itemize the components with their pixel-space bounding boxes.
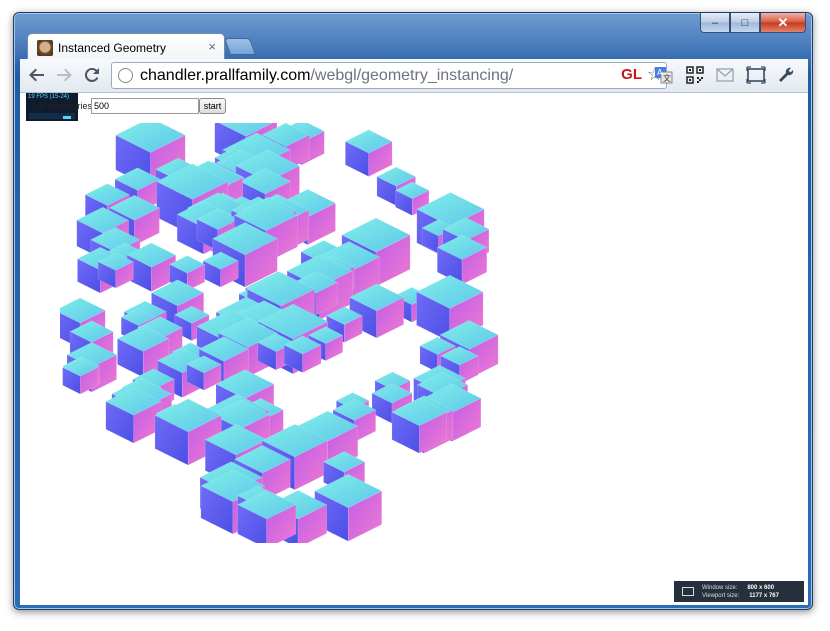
cube-instance — [344, 129, 393, 177]
cube-instance — [348, 283, 405, 339]
globe-icon — [118, 68, 133, 83]
forward-arrow-icon[interactable] — [53, 64, 75, 86]
back-arrow-icon[interactable] — [26, 64, 48, 86]
instanced-cubes — [60, 123, 499, 543]
cube-instance — [62, 358, 99, 395]
url-text[interactable]: chandler.prallfamily.com/webgl/geometry_… — [140, 66, 514, 84]
reload-icon[interactable] — [81, 64, 103, 86]
geometries-label: # geometries: — [40, 101, 95, 111]
monitor-icon — [682, 587, 694, 596]
window-size-label: Window size: — [702, 584, 738, 591]
minimize-button[interactable]: – — [700, 13, 730, 33]
caption-buttons: – □ ✕ — [700, 13, 806, 33]
favicon-icon — [37, 39, 53, 56]
maximize-button[interactable]: □ — [730, 13, 760, 33]
tab-instanced-geometry[interactable]: Instanced Geometry × — [27, 33, 225, 61]
toolbar: chandler.prallfamily.com/webgl/geometry_… — [20, 59, 808, 93]
window-resizer-icon[interactable] — [745, 64, 767, 86]
fps-text: 19 FPS (15-24) — [28, 94, 70, 100]
svg-text:文: 文 — [663, 73, 671, 83]
window-size-value: 800 x 600 — [747, 584, 775, 591]
cube-instance — [237, 489, 297, 543]
mail-icon[interactable] — [714, 64, 736, 86]
page-viewport: 19 FPS (15-24) # geometries: start Windo… — [20, 93, 808, 605]
cube-instance — [391, 398, 448, 454]
qr-code-icon[interactable] — [684, 64, 706, 86]
address-bar[interactable]: chandler.prallfamily.com/webgl/geometry_… — [111, 62, 667, 89]
close-button[interactable]: ✕ — [760, 13, 806, 33]
webgl-badge[interactable]: GL — [621, 66, 642, 83]
wrench-icon[interactable] — [776, 64, 798, 86]
fps-graph — [29, 113, 75, 119]
cube-instance — [97, 252, 134, 289]
geometries-count-input[interactable] — [91, 98, 199, 114]
viewport-size-value: 1177 x 767 — [749, 592, 779, 599]
tab-close-icon[interactable]: × — [208, 39, 216, 54]
window-size-overlay: Window size: 800 x 600 Viewport size: 1177… — [674, 581, 804, 602]
webgl-canvas[interactable] — [60, 123, 510, 543]
cube-instance — [126, 242, 177, 292]
tab-title: Instanced Geometry — [58, 40, 167, 55]
fps-stats-panel: 19 FPS (15-24) — [26, 93, 78, 121]
start-button[interactable]: start — [199, 98, 226, 114]
viewport-size-label: Viewport size: — [702, 592, 740, 599]
svg-text:A: A — [657, 68, 663, 77]
cube-instance — [105, 387, 162, 444]
cube-instance — [202, 251, 239, 288]
cube-instance — [283, 335, 322, 374]
cube-instance — [436, 234, 488, 285]
cube-instance — [394, 181, 430, 216]
